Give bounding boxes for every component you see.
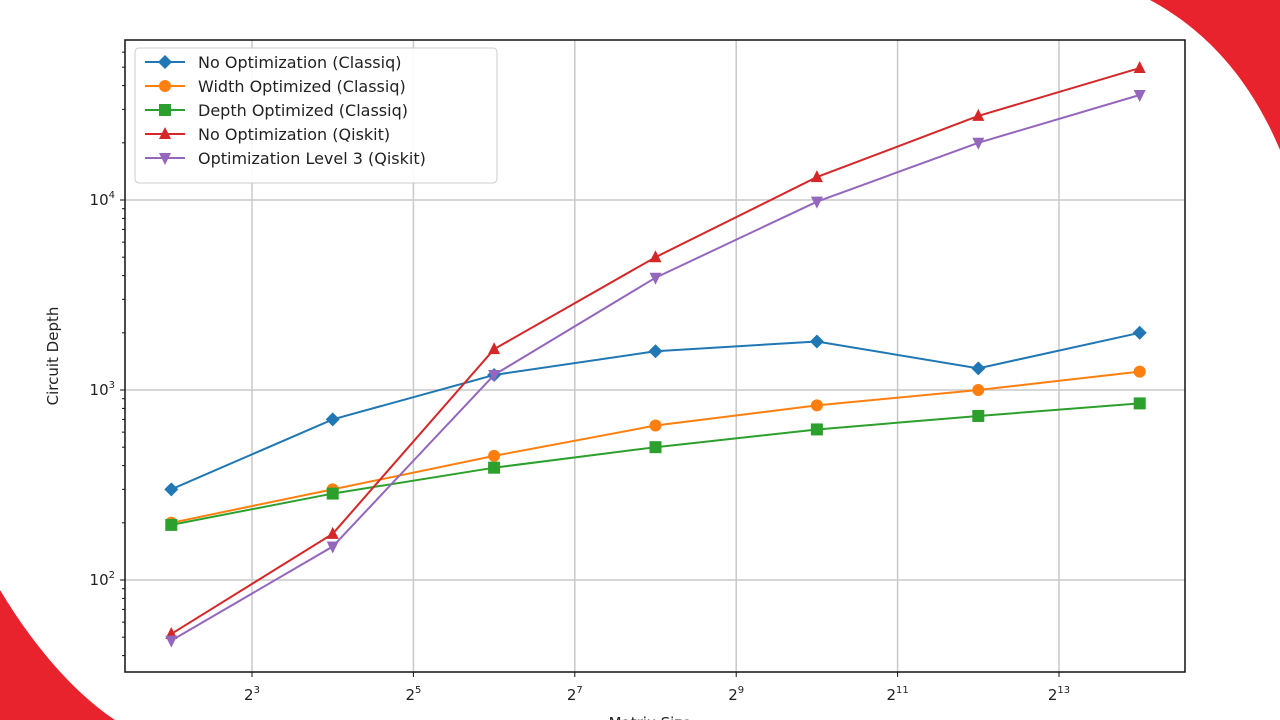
legend-label: No Optimization (Classiq) xyxy=(198,53,401,72)
legend-box xyxy=(134,47,498,184)
x-tick-label: 211 xyxy=(886,685,908,704)
data-point-square xyxy=(165,518,178,531)
decor-shape-bottom-left xyxy=(0,590,115,720)
data-point-circle xyxy=(810,399,823,412)
series-4 xyxy=(165,89,1146,648)
data-point-diamond xyxy=(648,344,663,359)
data-point-diamond xyxy=(971,361,986,376)
series-2 xyxy=(165,397,1146,531)
data-point-diamond xyxy=(325,412,340,427)
decor-shape-top-right xyxy=(1150,0,1280,150)
y-tick-label: 104 xyxy=(90,190,115,209)
data-point-triangle-down xyxy=(326,541,339,554)
data-point-square xyxy=(488,461,501,474)
legend-label: Width Optimized (Classiq) xyxy=(198,77,406,96)
x-tick-label: 213 xyxy=(1048,685,1070,704)
data-point-triangle-down xyxy=(972,137,985,150)
data-point-square xyxy=(649,441,662,454)
x-axis-label: Matrix Size xyxy=(609,714,692,720)
data-point-triangle-down xyxy=(159,153,171,165)
data-point-triangle-up xyxy=(1133,61,1146,74)
y-tick-label: 102 xyxy=(90,570,115,589)
x-tick-label: 29 xyxy=(728,685,744,704)
data-point-triangle-up xyxy=(488,342,501,355)
series-0 xyxy=(164,325,1147,497)
data-point-circle xyxy=(649,419,662,432)
data-point-triangle-down xyxy=(649,272,662,285)
y-tick-label: 103 xyxy=(90,380,115,399)
legend-label: Optimization Level 3 (Qiskit) xyxy=(198,149,426,168)
data-point-circle xyxy=(488,449,501,462)
data-point-circle xyxy=(972,384,985,396)
data-point-circle xyxy=(1133,365,1146,378)
data-point-diamond xyxy=(809,334,824,349)
x-tick-label: 23 xyxy=(244,685,260,704)
data-point-square xyxy=(972,409,985,422)
data-point-square xyxy=(810,423,823,436)
data-point-triangle-up xyxy=(326,526,339,539)
x-tick-label: 25 xyxy=(405,685,421,704)
data-point-square xyxy=(159,104,171,116)
data-point-diamond xyxy=(1132,325,1147,340)
data-point-triangle-up xyxy=(972,108,985,121)
data-point-square xyxy=(1133,397,1146,410)
data-point-triangle-up xyxy=(810,170,823,183)
y-axis-label: Circuit Depth xyxy=(44,307,62,406)
legend-label: Depth Optimized (Classiq) xyxy=(198,101,408,120)
data-point-diamond xyxy=(164,482,179,497)
data-point-triangle-down xyxy=(165,635,178,648)
data-point-triangle-up xyxy=(649,250,662,263)
data-point-triangle-down xyxy=(1133,89,1146,102)
data-point-circle xyxy=(159,80,171,92)
legend: No Optimization (Classiq) Width Optimized… xyxy=(134,47,498,184)
plot-frame xyxy=(124,39,1186,673)
data-point-triangle-down xyxy=(810,196,823,209)
x-tick-label: 27 xyxy=(567,685,583,704)
data-point-triangle-down xyxy=(488,369,501,382)
data-point-diamond xyxy=(158,55,172,69)
data-point-triangle-up xyxy=(159,127,171,139)
data-point-square xyxy=(326,487,339,500)
legend-label: No Optimization (Qiskit) xyxy=(198,125,390,144)
